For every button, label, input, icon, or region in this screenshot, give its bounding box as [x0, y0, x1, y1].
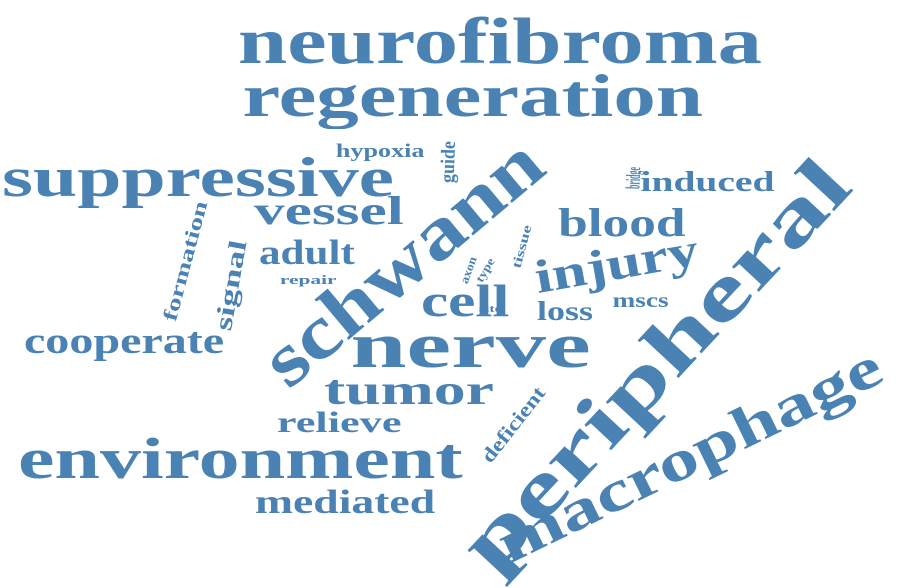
word-adult: adult: [259, 232, 355, 272]
word-neurofibroma: neurofibroma: [237, 5, 762, 78]
word-nerve: nerve: [349, 309, 591, 382]
word-mscs: mscs: [611, 287, 669, 312]
word-induced: induced: [639, 167, 774, 198]
word-mediated: mediated: [255, 484, 436, 521]
word-blood: blood: [558, 200, 686, 245]
word-environment: environment: [17, 426, 463, 491]
word-site: site: [478, 304, 502, 315]
word-relieve: relieve: [276, 406, 402, 439]
word-cooperate: cooperate: [23, 320, 225, 362]
word-tissue: tissue: [508, 222, 534, 270]
word-signal: signal: [209, 237, 252, 333]
word-tumor: tumor: [323, 368, 494, 414]
word-regeneration: regeneration: [241, 63, 703, 129]
word-repair: repair: [279, 271, 337, 287]
word-cell: cell: [420, 275, 510, 326]
word-vessel: vessel: [254, 188, 404, 233]
word-hypoxia: hypoxia: [335, 140, 425, 162]
word-suppressive: suppressive: [2, 147, 394, 209]
word-formation: formation: [159, 198, 213, 324]
word-loss: loss: [537, 295, 594, 326]
